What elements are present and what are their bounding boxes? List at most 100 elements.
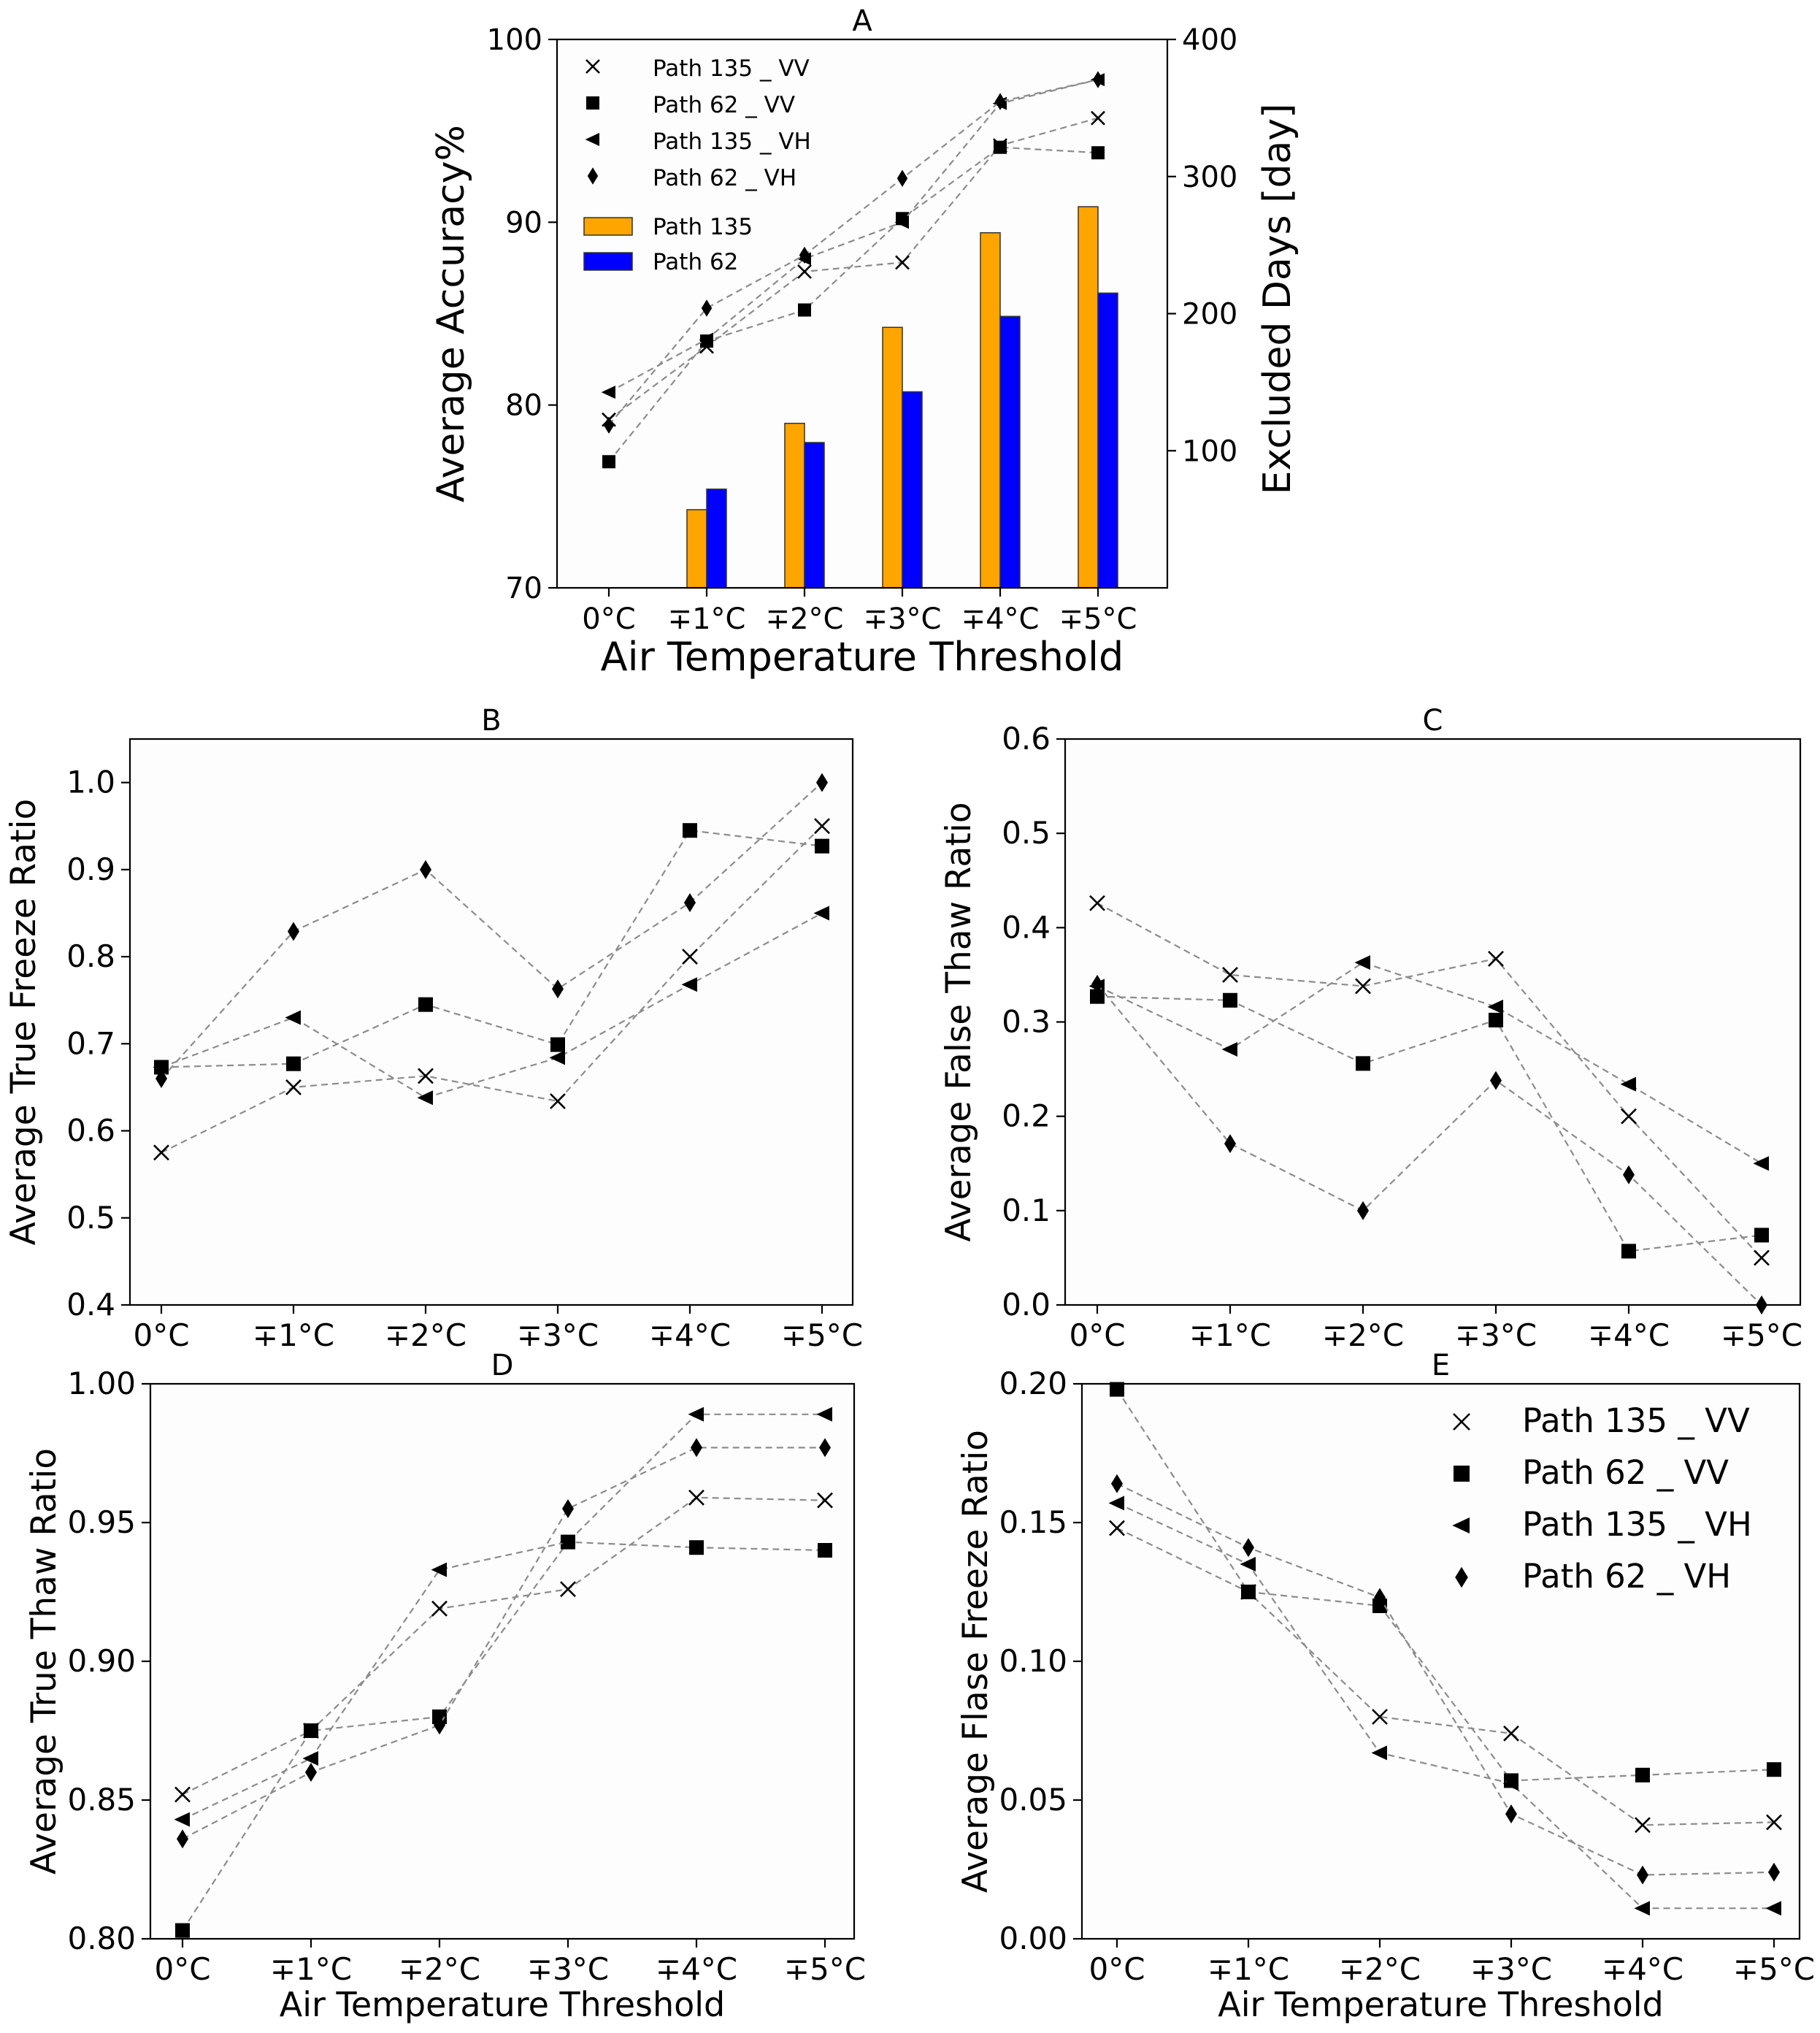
data-point-diamond [552, 979, 564, 999]
data-point-diamond [420, 859, 431, 879]
legend-marker-triangle-left [1452, 1517, 1470, 1534]
x-tick-label: 0°C [1069, 1317, 1125, 1353]
x-tick-label: ∓1°C [1189, 1317, 1271, 1353]
series-line-diamond [1097, 984, 1762, 1306]
x-tick-label: ∓4°C [1588, 1317, 1670, 1353]
series-line-x [1116, 1527, 1775, 1826]
x-tick-label: ∓2°C [385, 1317, 466, 1353]
series-line-triangle-left [161, 912, 823, 1099]
data-point-diamond [799, 246, 810, 264]
data-point-square [798, 303, 811, 317]
data-point-diamond [1111, 1474, 1123, 1493]
panel-d: 0°C ∓1°C ∓2°C ∓3°C ∓4°C ∓5°C 0.80 0.85 0.90 0.95 1… [24, 1349, 866, 2024]
data-point-triangle-left [302, 1751, 318, 1766]
panel-b: 0°C ∓1°C ∓2°C ∓3°C ∓4°C ∓5°C 0.4 0.5 0.6 0.7 0.8 0.… [4, 704, 863, 1353]
legend-label: Path 135 _ VH [1522, 1505, 1752, 1544]
panel-title: D [491, 1349, 514, 1382]
data-point-triangle-left [1487, 999, 1503, 1014]
x-tick-label: 0°C [133, 1317, 189, 1353]
series-line-x [161, 825, 823, 1154]
y2-tick-label: 200 [1182, 298, 1237, 332]
plot-area [1082, 1384, 1800, 1939]
x-tick-label: ∓3°C [527, 1951, 609, 1987]
data-point-diamond [691, 1438, 702, 1458]
legend-label: Path 62 _ VH [1522, 1557, 1731, 1596]
y-tick-label: 0.85 [67, 1782, 136, 1818]
y-tick-label: 0.10 [999, 1643, 1067, 1679]
bar-path-135 [784, 422, 805, 589]
data-point-diamond [562, 1499, 574, 1518]
legend-swatch-path-135 [583, 217, 633, 236]
data-point-diamond [603, 416, 615, 434]
data-point-x [1091, 110, 1105, 126]
y-axis-label: Average True Freeze Ratio [4, 799, 44, 1246]
data-point-diamond [1224, 1134, 1236, 1154]
x-tick-label: ∓4°C [656, 1951, 737, 1987]
y2-tick-label: 400 [1182, 23, 1237, 57]
data-point-triangle-left [1502, 1776, 1518, 1791]
x-tick-label: ∓5°C [1733, 1951, 1815, 1987]
y-tick-label: 80 [505, 389, 542, 423]
y-tick-label: 0.3 [1002, 1004, 1051, 1040]
data-point-x [153, 1144, 169, 1161]
data-point-x [895, 255, 910, 270]
data-point-x [1766, 1814, 1782, 1831]
series-line-square [608, 146, 1099, 462]
y-axis-label: Average False Thaw Ratio [939, 802, 979, 1241]
y-tick-label: 1.0 [66, 765, 115, 800]
data-point-x [1089, 895, 1105, 911]
panel-title: A [852, 4, 872, 38]
data-point-square [1110, 1382, 1124, 1397]
plot-frame [556, 38, 1169, 589]
data-point-x [1635, 1817, 1651, 1834]
x-tick-label: ∓5°C [1059, 602, 1137, 636]
x-tick-label: ∓5°C [784, 1951, 866, 1987]
data-point-diamond [305, 1763, 317, 1782]
y-tick-label: 0.7 [66, 1025, 115, 1061]
x-tick-label: ∓3°C [1470, 1951, 1552, 1987]
data-point-x [418, 1068, 434, 1084]
x-tick-label: ∓4°C [961, 602, 1040, 636]
data-point-square [818, 1543, 832, 1558]
data-point-square [550, 1037, 565, 1052]
y-tick-label: 0.6 [66, 1113, 115, 1149]
data-point-triangle-left [601, 386, 615, 399]
y-tick-label: 0.2 [1002, 1098, 1051, 1134]
data-point-x [814, 818, 830, 835]
x-tick-label: ∓5°C [781, 1317, 863, 1353]
legend-marker-square [1454, 1466, 1470, 1482]
legend-marker-x [1453, 1413, 1470, 1431]
data-point-square [286, 1056, 301, 1071]
x-tick-label: 0°C [154, 1951, 210, 1987]
data-point-triangle-left [816, 1406, 832, 1422]
data-point-square [1090, 989, 1105, 1004]
x-tick-label: ∓1°C [668, 602, 746, 636]
y-tick-label: 100 [487, 23, 542, 57]
x-tick-label: ∓3°C [1455, 1317, 1537, 1353]
y-axis-label: Average True Thaw Ratio [24, 1448, 64, 1875]
panel-title: B [481, 704, 501, 738]
x-axis-label: Air Temperature Threshold [280, 1985, 726, 2024]
x-tick-label: ∓2°C [399, 1951, 480, 1987]
x-tick-label: 0°C [1088, 1951, 1145, 1987]
data-point-diamond [896, 169, 908, 187]
data-point-triangle-left [1354, 955, 1370, 970]
legend-marker-diamond [587, 167, 599, 185]
x-tick-label: ∓3°C [517, 1317, 599, 1353]
y-tick-label: 90 [505, 206, 542, 240]
data-point-triangle-left [894, 215, 909, 229]
x-tick-label: ∓1°C [1207, 1951, 1289, 1987]
series-line-diamond [161, 781, 823, 1079]
bar-path-135 [1078, 206, 1099, 589]
data-point-triangle-left [153, 1060, 169, 1075]
data-point-triangle-left [688, 1406, 704, 1422]
data-point-diamond [1357, 1201, 1369, 1220]
data-point-triangle-left [681, 977, 697, 992]
series-line-x [608, 117, 1099, 421]
data-point-x [1355, 978, 1371, 995]
y-tick-label: 0.95 [67, 1504, 136, 1540]
data-point-x [1621, 1108, 1637, 1125]
x-axis-label: Air Temperature Threshold [601, 634, 1124, 680]
y-tick-label: 0.1 [1002, 1192, 1051, 1228]
